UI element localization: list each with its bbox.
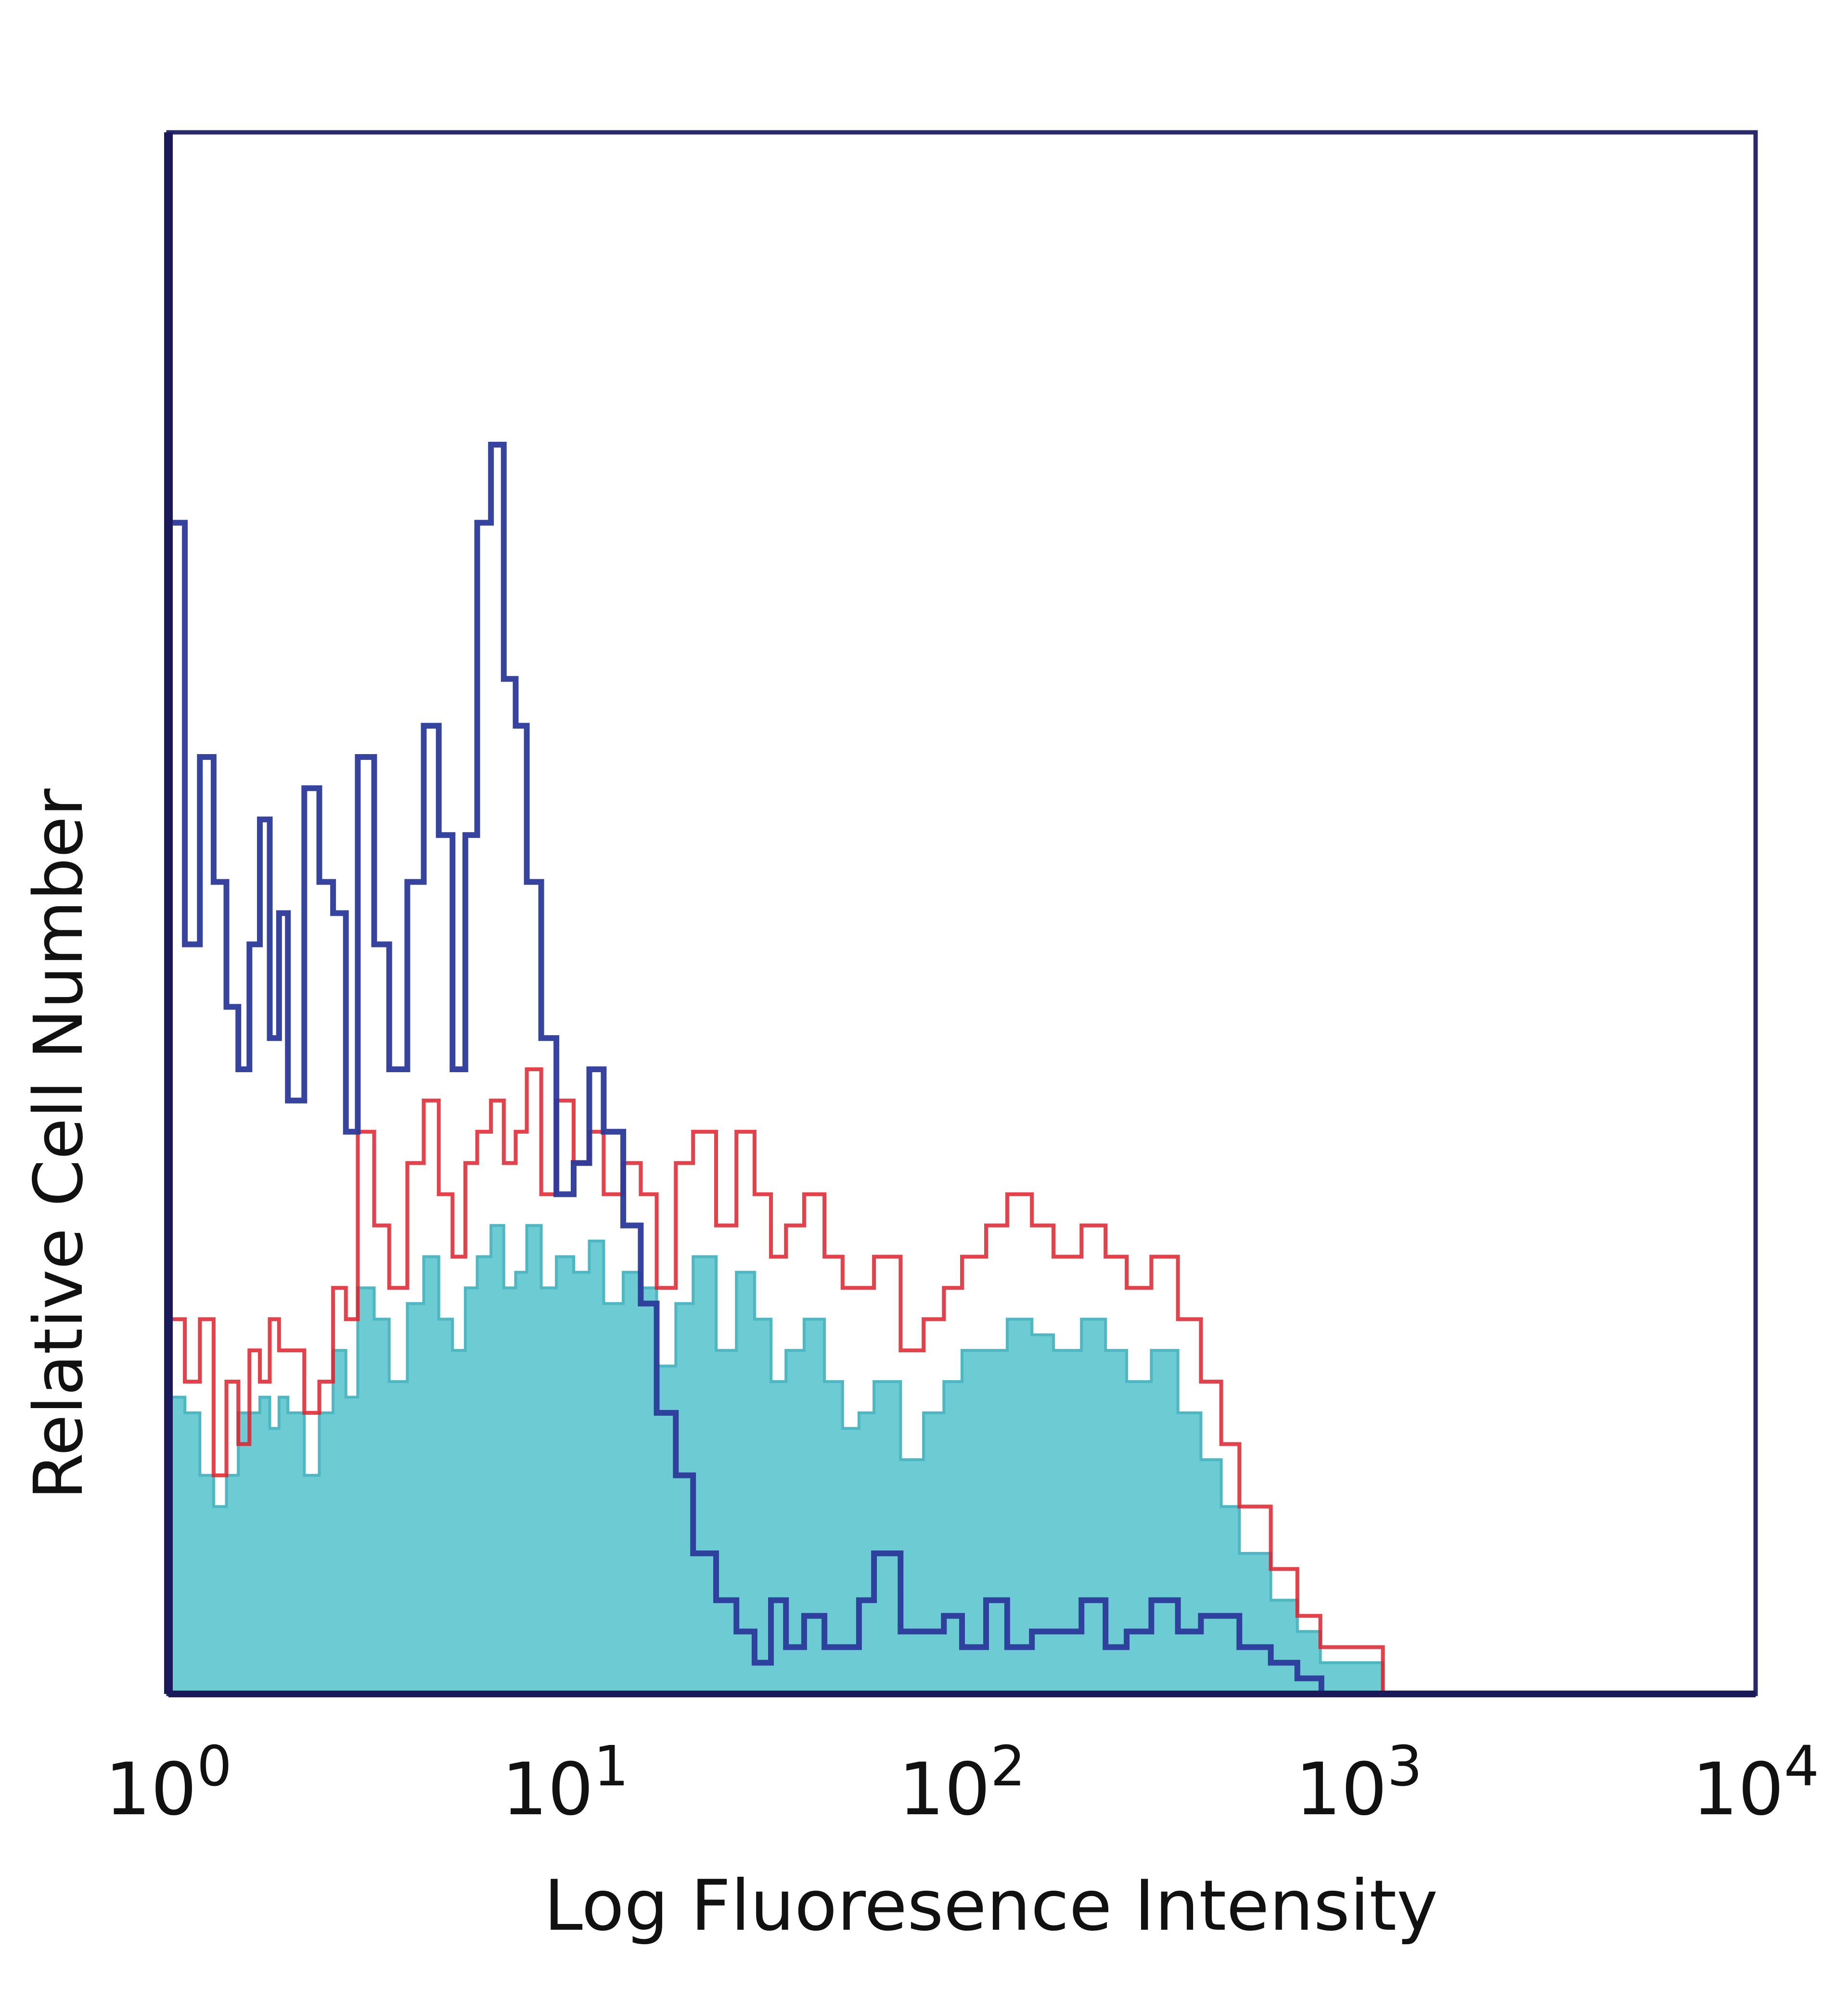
x-tick-label: 100: [105, 1734, 232, 1832]
x-tick-label: 101: [501, 1734, 629, 1832]
line-layer: [166, 442, 1385, 1694]
red-histogram-series: [167, 1067, 1385, 1694]
x-tick-label: 104: [1692, 1734, 1819, 1832]
blue-histogram-series: [166, 442, 1324, 1694]
x-tick-label: 103: [1295, 1734, 1422, 1832]
x-tick-label: 102: [898, 1734, 1026, 1832]
y-axis-label: Relative Cell Number: [20, 788, 98, 1500]
x-tick-labels: 100 101 102 103 104: [105, 1734, 1819, 1832]
x-axis-label: Log Fluoresence Intensity: [544, 1865, 1438, 1947]
